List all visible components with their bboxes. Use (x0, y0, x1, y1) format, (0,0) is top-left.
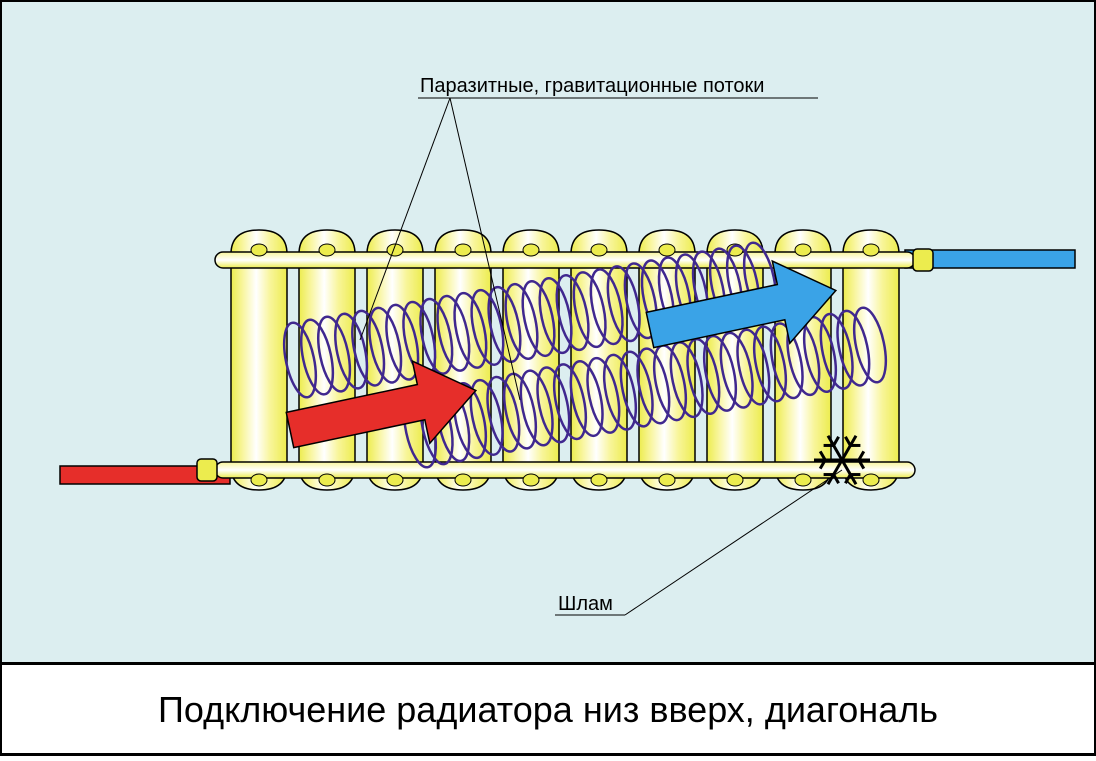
manifold-nipple (523, 474, 539, 486)
manifold-nipple (387, 474, 403, 486)
manifold-nipple (591, 244, 607, 256)
manifold-nipple (863, 244, 879, 256)
left-bottom-plug (197, 459, 217, 481)
manifold-nipple (591, 474, 607, 486)
manifold-nipple (251, 244, 267, 256)
manifold-nipple (523, 244, 539, 256)
bottom-manifold (215, 462, 915, 478)
top-annotation-label: Паразитные, гравитационные потоки (420, 75, 764, 97)
manifold-nipple (455, 244, 471, 256)
manifold-nipple (659, 244, 675, 256)
manifold-nipple (863, 474, 879, 486)
bottom-annotation-label: Шлам (558, 593, 613, 615)
caption-text: Подключение радиатора низ вверх, диагона… (158, 689, 938, 730)
diagram-svg: Паразитные, гравитационные потоки Шлам П… (0, 0, 1096, 756)
right-top-plug (913, 249, 933, 271)
manifold-nipple (251, 474, 267, 486)
manifold-nipple (727, 474, 743, 486)
manifold-nipple (795, 474, 811, 486)
radiator-section (299, 230, 355, 490)
manifold-nipple (319, 474, 335, 486)
radiator-section (231, 230, 287, 490)
diagram-canvas: Паразитные, гравитационные потоки Шлам П… (0, 0, 1096, 756)
manifold-nipple (455, 474, 471, 486)
manifold-nipple (319, 244, 335, 256)
top-manifold (215, 252, 915, 268)
manifold-nipple (795, 244, 811, 256)
manifold-nipple (659, 474, 675, 486)
